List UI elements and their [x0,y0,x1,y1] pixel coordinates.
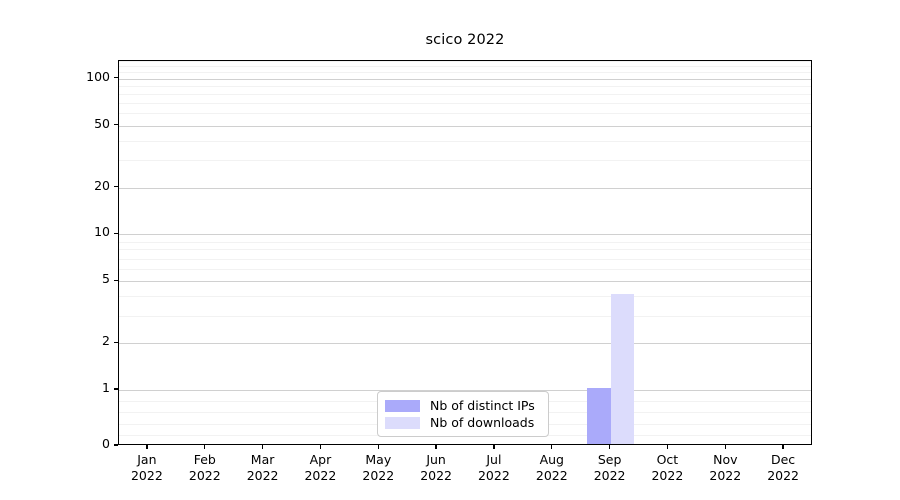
x-tick-mark [782,445,784,449]
x-tick-mark [319,445,322,449]
gridline-minor [119,72,811,74]
x-tick-label-month: May [365,452,392,467]
x-tick-label-year: 2022 [535,467,568,483]
y-tick-label: 20 [94,177,110,193]
x-tick-label-month: Nov [713,452,738,467]
x-tick-mark [377,445,379,449]
x-tick-label-month: Jun [426,452,446,467]
legend-label-distinct-ips: Nb of distinct IPs [430,398,535,413]
x-tick-label-year: 2022 [130,467,163,483]
y-tick-label: 2 [102,333,110,349]
y-axis-tick-labels: 0 1 2 5 10 20 50 100 [0,0,110,500]
gridline-major [119,234,811,236]
y-tick-mark [114,279,118,281]
x-tick-label: Nov 2022 [690,452,760,483]
x-tick-label-month: Dec [770,452,796,467]
x-tick-label: Dec 2022 [748,452,818,483]
gridline-major [119,78,811,80]
gridline-minor [119,113,811,115]
x-tick-label-month: Jul [486,452,502,467]
gridline-major [119,343,811,345]
legend-swatch-downloads [385,416,420,429]
x-tick-label-month: Mar [250,452,275,467]
x-tick-label: Feb 2022 [170,452,240,483]
chart-title: scico 2022 [425,32,505,48]
y-tick-label: 0 [102,436,110,451]
gridline-minor [119,241,811,243]
y-tick-label: 50 [94,115,110,131]
x-tick-label-year: 2022 [767,467,799,483]
x-tick-mark [204,445,206,449]
x-tick-label-year: 2022 [709,467,742,483]
bar-distinct-ips [587,388,611,444]
y-tick-mark [114,77,118,79]
x-tick-label-month: Aug [539,452,564,467]
legend-swatch-distinct-ips [385,399,420,412]
x-tick-label: May 2022 [343,452,413,483]
x-tick-label-year: 2022 [362,467,395,483]
x-tick-mark [146,445,148,449]
gridline-minor [119,296,811,298]
x-tick-mark [493,445,495,449]
x-tick-label: Aug 2022 [517,452,587,483]
y-tick-label: 1 [102,380,110,395]
gridline-major [119,281,811,283]
x-tick-label: Oct 2022 [632,452,702,483]
x-tick-label-year: 2022 [420,467,452,483]
gridline-minor [119,315,811,317]
bar-downloads [610,294,635,444]
x-tick-label: Sep 2022 [575,452,645,483]
x-tick-label-year: 2022 [188,467,221,483]
x-tick-mark [666,445,669,449]
x-tick-label-year: 2022 [593,467,626,483]
x-tick-label-month: Jan [137,452,157,467]
gridline-minor [119,93,811,95]
x-tick-label: Jun 2022 [401,452,471,483]
x-tick-mark [551,445,553,449]
x-tick-mark [435,445,437,449]
x-tick-label: Jan 2022 [112,452,182,483]
y-tick-label: 5 [102,271,110,287]
x-tick-mark [261,445,264,449]
y-tick-mark [114,185,118,188]
x-tick-label-month: Sep [597,452,622,467]
gridline-minor [119,85,811,87]
gridline-minor [119,102,811,104]
x-tick-label-year: 2022 [651,467,684,483]
y-tick-mark [114,232,118,235]
plot-area [118,60,812,445]
gridline-minor [119,61,811,62]
gridline-major [119,125,811,127]
x-tick-label-month: Apr [309,452,332,467]
gridline-minor [119,268,811,270]
x-tick-label-year: 2022 [477,467,510,483]
chart-legend: Nb of distinct IPs Nb of downloads [377,391,549,437]
x-tick-mark [724,445,726,449]
x-tick-label-year: 2022 [304,467,337,483]
y-tick-mark [114,444,118,446]
y-tick-mark [114,124,118,126]
y-tick-mark [114,341,118,343]
legend-item: Nb of downloads [385,414,541,431]
gridline-major [119,390,811,391]
x-tick-label: Jul 2022 [459,452,529,483]
gridline-minor [119,140,811,142]
legend-label-downloads: Nb of downloads [430,415,535,430]
x-tick-label-month: Oct [656,452,679,467]
y-tick-label: 10 [94,224,110,240]
y-tick-label: 100 [86,68,110,84]
x-tick-label: Apr 2022 [285,452,355,483]
x-tick-label-month: Feb [193,452,216,467]
legend-item: Nb of distinct IPs [385,397,541,414]
gridline-minor [119,66,811,68]
x-tick-mark [608,445,611,449]
gridline-minor [119,249,811,251]
gridline-major [119,187,811,189]
gridline-minor [119,160,811,162]
x-tick-label-year: 2022 [246,467,279,483]
gridline-minor [119,258,811,260]
y-tick-mark [114,388,118,390]
x-tick-label: Mar 2022 [228,452,298,483]
